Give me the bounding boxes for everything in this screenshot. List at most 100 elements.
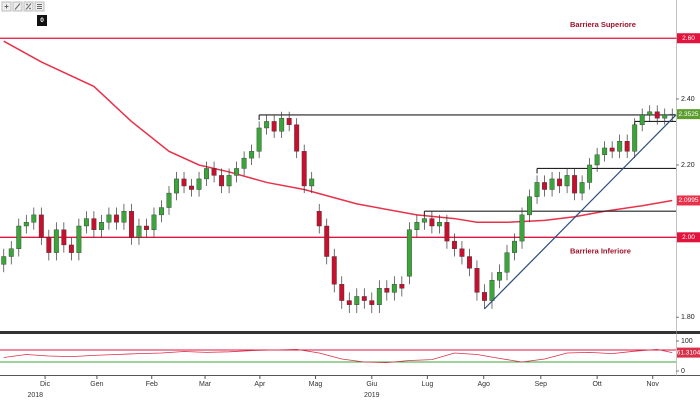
candle-body	[271, 121, 277, 132]
candle-body	[159, 207, 164, 216]
candle-body	[399, 284, 405, 289]
candle-body	[384, 288, 390, 293]
candle-body	[474, 268, 480, 293]
x-tick-label: Giu	[366, 381, 377, 388]
candle-body	[459, 248, 465, 257]
year-label: 2019	[364, 392, 380, 399]
candle-body	[204, 168, 210, 180]
candle-body	[76, 225, 82, 253]
candle-body	[196, 178, 202, 190]
tool-icon	[29, 7, 31, 10]
candle-body	[624, 141, 630, 152]
x-tick-label: Ago	[477, 381, 490, 388]
candle-body	[294, 124, 300, 152]
ma-value-label: 2.0995	[679, 197, 699, 204]
y-tick-label: 2.60	[682, 35, 695, 42]
candle-body	[98, 222, 104, 230]
tool-icon	[25, 3, 32, 10]
candle-body	[557, 178, 563, 187]
candle-body	[8, 248, 14, 257]
candle-body	[639, 114, 645, 125]
candle-body	[587, 164, 593, 183]
candle-body	[31, 214, 37, 223]
candle-body	[512, 240, 517, 253]
y-tick-box	[677, 33, 700, 44]
candle-body	[609, 147, 615, 152]
x-tick-label: Mag	[309, 381, 323, 388]
candle-body	[181, 178, 187, 187]
candle-body	[61, 229, 67, 246]
candle-body	[189, 185, 194, 190]
candle-body	[369, 300, 375, 305]
candle-body	[647, 111, 653, 116]
candle-body	[226, 175, 232, 187]
tool-icon	[14, 3, 21, 10]
tool-icon	[37, 4, 42, 9]
candle-body	[136, 225, 142, 238]
candle-body	[106, 214, 112, 223]
rsi-tick-label: 100	[681, 338, 693, 345]
x-tick-label: Dic	[40, 381, 51, 388]
badge[interactable]	[37, 15, 47, 26]
x-tick-label: Gen	[90, 381, 103, 388]
x-tick-label: Feb	[146, 381, 158, 388]
x-tick-label: Apr	[254, 381, 266, 388]
ma-value-label-box	[677, 195, 700, 206]
candle-body	[489, 280, 495, 301]
candle-body	[309, 178, 315, 187]
candle-body	[23, 222, 29, 227]
last-price-label-box	[677, 109, 700, 120]
candle-body	[234, 168, 240, 176]
x-tick-label: Lug	[422, 381, 434, 388]
barrier-label: Barriera Inferiore	[570, 246, 631, 255]
rsi-value-label: 61.3104	[677, 349, 700, 356]
toolbar: 0	[1, 1, 47, 26]
candle-body	[211, 168, 217, 176]
candle-body	[594, 154, 600, 166]
candle-body	[219, 175, 225, 187]
rsi-line	[3, 348, 673, 364]
candle-body	[451, 240, 457, 249]
candle-body	[53, 229, 59, 253]
candle-body	[46, 237, 52, 253]
y-tick-label: 2.40	[681, 96, 695, 103]
candle-body	[391, 284, 397, 293]
candle-body	[376, 288, 382, 305]
last-price-label: 2.3525	[679, 111, 699, 118]
candle-body	[301, 151, 307, 187]
candle-body	[361, 296, 367, 301]
candle-body	[339, 284, 345, 301]
candle-body	[144, 225, 149, 230]
candle-body	[279, 117, 285, 132]
candle-body	[354, 296, 360, 305]
candle-body	[572, 175, 578, 194]
candle-body	[249, 151, 255, 159]
candle-body	[542, 182, 548, 190]
candle-body	[128, 211, 134, 238]
candle-body	[331, 256, 337, 285]
x-tick-label: Mar	[199, 381, 212, 388]
candle-body	[16, 225, 22, 249]
candle-body	[602, 147, 608, 155]
candle-body	[482, 292, 487, 301]
candle-body	[444, 222, 450, 242]
candle-body	[174, 178, 179, 194]
rsi-value-label-box	[677, 347, 700, 358]
x-tick-label: Ott	[592, 381, 601, 388]
candle-body	[497, 272, 502, 281]
x-tick-label: Nov	[646, 381, 659, 388]
candle-body	[579, 182, 585, 194]
candle-body	[466, 256, 472, 269]
x-tick-label: Sep	[535, 381, 548, 388]
candle-body	[527, 196, 532, 216]
candle-body	[504, 252, 510, 273]
candle-body	[241, 157, 247, 169]
candle-body	[654, 111, 660, 119]
year-label: 2018	[28, 392, 44, 399]
y-tick-box	[677, 232, 700, 243]
tool-icon	[26, 3, 28, 6]
y-tick-label: 2.00	[682, 234, 695, 241]
tool-icon	[4, 4, 9, 9]
badge-text: 0	[40, 17, 44, 24]
candle-body	[436, 222, 442, 227]
